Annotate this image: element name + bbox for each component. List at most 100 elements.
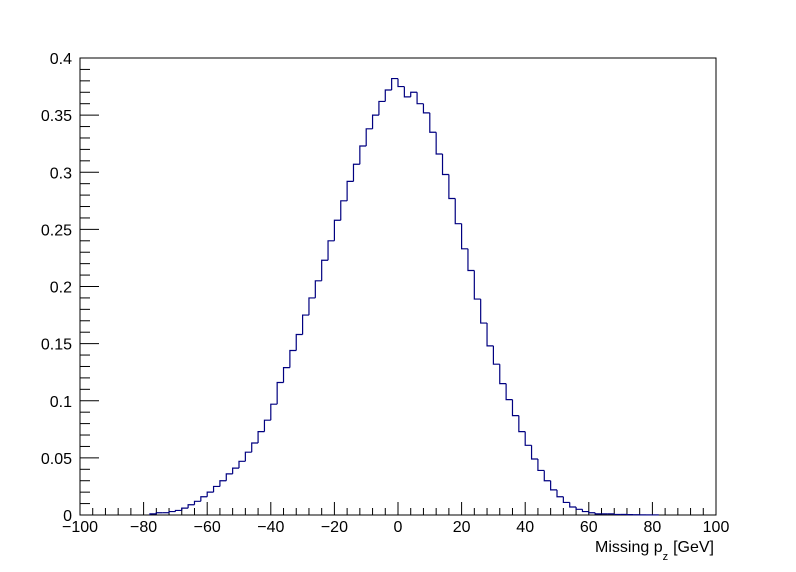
y-axis-ticks	[80, 57, 99, 516]
histogram-bin	[359, 145, 367, 165]
histogram-bin	[467, 248, 475, 272]
histogram-bin	[308, 297, 316, 316]
histogram-bin	[384, 89, 392, 102]
histogram-bin	[212, 485, 220, 493]
histogram-bin	[340, 200, 348, 221]
x-tick-label: 100	[703, 519, 730, 536]
histogram-bin	[403, 86, 411, 98]
histogram-bin	[365, 128, 373, 146]
histogram-bin	[505, 383, 513, 401]
histogram-bin	[422, 103, 430, 114]
x-tick-label: −80	[130, 519, 157, 536]
histogram-bin	[371, 114, 379, 129]
y-axis-tick-labels: 0 0.05 0.1 0.15 0.2 0.25 0.3 0.35 0.4	[41, 51, 72, 525]
histogram-bin	[429, 112, 437, 133]
histogram-bin	[181, 507, 189, 511]
x-tick-label: 60	[580, 519, 598, 536]
histogram-bin	[543, 470, 551, 482]
histogram-bin	[441, 153, 449, 176]
histogram-bin	[550, 480, 557, 491]
histogram-bin	[263, 419, 271, 432]
x-axis-title-main: Missing p	[595, 539, 663, 556]
plot-frame	[79, 57, 717, 516]
histogram-bin	[435, 132, 443, 155]
histogram-bin	[346, 180, 354, 201]
histogram-bin	[537, 459, 545, 472]
histogram-bin	[270, 403, 278, 421]
histogram-bin	[238, 460, 246, 469]
histogram-bin	[219, 480, 227, 487]
histogram-bin	[225, 473, 233, 481]
histogram-bin	[302, 314, 309, 335]
y-tick-label: 0.35	[41, 108, 72, 125]
histogram-bin	[480, 299, 488, 324]
histogram-bin	[391, 77, 398, 90]
histogram-bins	[149, 77, 660, 516]
histogram-bin	[613, 513, 621, 516]
histogram-bin	[499, 364, 507, 385]
y-tick-label: 0.4	[50, 51, 72, 68]
x-tick-label: −20	[321, 519, 348, 536]
x-tick-label: 80	[644, 519, 662, 536]
histogram-bin	[187, 504, 195, 509]
histogram-bin	[244, 451, 252, 462]
y-tick-label: 0.2	[50, 280, 72, 297]
histogram-bin	[448, 174, 456, 200]
histogram-bin	[232, 467, 239, 474]
histogram-bin	[511, 399, 519, 417]
histogram-bin	[454, 198, 462, 225]
y-tick-label: 0	[63, 508, 72, 525]
histogram-bin	[575, 507, 583, 510]
histogram-bin	[321, 259, 329, 281]
y-tick-label: 0.25	[41, 222, 72, 239]
histogram-bin	[556, 489, 564, 498]
histogram-bin	[327, 240, 335, 261]
x-tick-label: −60	[194, 519, 221, 536]
histogram-bin	[562, 496, 570, 504]
histogram-bin	[282, 367, 290, 383]
histogram-bin	[473, 270, 481, 300]
histogram-bin	[416, 92, 424, 105]
histogram-bin	[200, 496, 208, 502]
histogram-bin	[276, 381, 284, 405]
x-tick-label: −40	[257, 519, 284, 536]
histogram-bin	[569, 502, 577, 508]
histogram-bin	[193, 500, 201, 505]
histogram-bin	[594, 512, 602, 515]
x-tick-label: −100	[62, 519, 98, 536]
y-tick-label: 0.05	[41, 451, 72, 468]
histogram-bin	[168, 510, 176, 513]
histogram-bin	[518, 415, 526, 433]
y-tick-label: 0.3	[50, 165, 72, 182]
histogram-bin	[530, 445, 538, 460]
histogram-bin	[314, 280, 322, 298]
histogram-bin	[492, 345, 500, 365]
x-tick-label: 40	[516, 519, 534, 536]
histogram-bin	[581, 509, 589, 513]
histogram-bin	[257, 430, 265, 444]
x-axis-tick-labels: −100 −80 −60 −40 −20 0 20 40 60 80 100	[62, 519, 729, 536]
histogram-bin	[486, 323, 494, 347]
histogram-bin	[397, 78, 405, 88]
histogram-bin	[251, 442, 259, 453]
histogram-bin	[149, 513, 157, 515]
histogram-bin	[174, 509, 182, 512]
x-axis-ticks	[79, 502, 717, 515]
histogram-bin	[410, 91, 418, 97]
histogram-bin	[295, 333, 303, 351]
x-tick-label: 0	[394, 519, 403, 536]
histogram-bin	[588, 511, 596, 514]
y-tick-label: 0.1	[50, 394, 72, 411]
y-tick-label: 0.15	[41, 337, 72, 354]
histogram-bin	[206, 491, 214, 497]
histogram-bin	[289, 349, 297, 368]
x-axis-title-unit: [GeV]	[673, 539, 714, 556]
x-axis-title-subscript: z	[663, 551, 669, 563]
histogram-bin	[378, 100, 386, 116]
histogram-bin	[461, 223, 468, 250]
histogram-bin	[155, 512, 163, 514]
x-tick-label: 20	[453, 519, 471, 536]
histogram-bin	[524, 431, 532, 446]
histogram-bin	[333, 219, 341, 241]
